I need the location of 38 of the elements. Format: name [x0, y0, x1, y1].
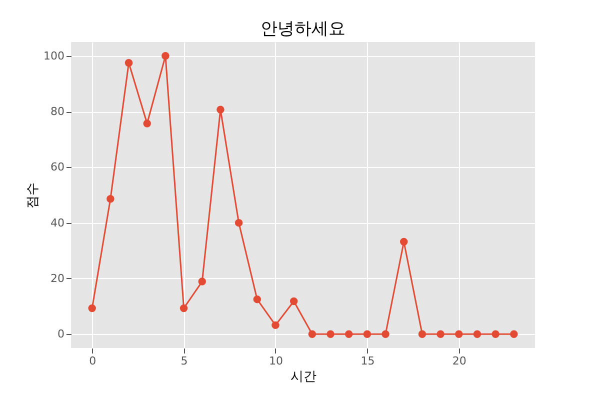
x-tick-label: 10 [268, 354, 283, 368]
point [344, 330, 353, 338]
point [253, 295, 262, 304]
point [124, 59, 133, 67]
point [216, 106, 224, 114]
x-tick-label: 5 [180, 354, 188, 368]
point [418, 330, 426, 338]
y-tick-label: 80 [50, 105, 64, 118]
y-tick-label: 20 [50, 272, 64, 285]
point [290, 297, 298, 306]
point [492, 330, 500, 338]
y-tick-label: 40 [50, 216, 64, 230]
x-axis-title: 시간 [290, 370, 316, 384]
point [363, 330, 372, 338]
point [308, 330, 316, 338]
point [143, 120, 151, 128]
point [382, 330, 390, 338]
point [88, 304, 96, 312]
x-tick-label: 20 [452, 354, 466, 368]
point [400, 238, 408, 246]
x-tick-label: 15 [360, 354, 375, 368]
point [162, 52, 170, 60]
y-axis-title: 점수 [26, 182, 41, 208]
chart-title: 안녕하세요 [260, 19, 346, 39]
point [455, 330, 463, 338]
point [106, 195, 114, 203]
y-tick-label: 60 [50, 160, 64, 174]
point [510, 330, 518, 338]
point [198, 278, 206, 286]
y-tick-label: 100 [44, 49, 64, 62]
point [473, 330, 482, 338]
point [180, 304, 188, 312]
point [436, 330, 444, 338]
point [326, 330, 334, 338]
point [272, 321, 280, 330]
point [234, 218, 243, 227]
x-tick-label: 0 [89, 354, 96, 368]
y-tick-label: 0 [58, 328, 64, 341]
